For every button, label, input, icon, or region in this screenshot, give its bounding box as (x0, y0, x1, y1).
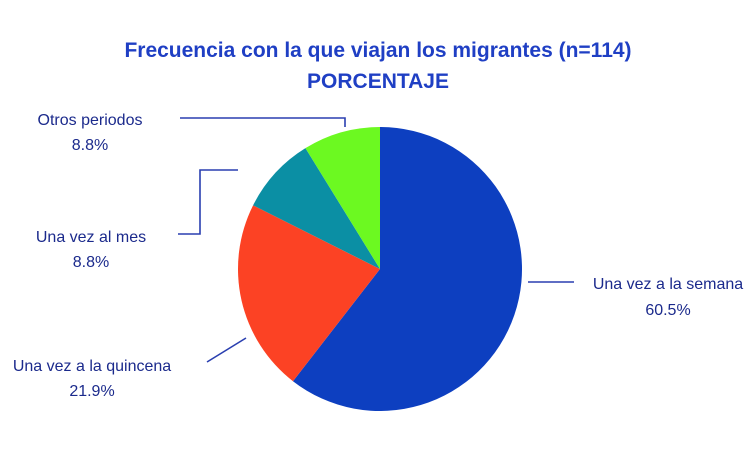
leader-line-quincena (206, 337, 247, 363)
slice-label-mes: Una vez al mes (36, 229, 146, 246)
pie-slice (292, 127, 523, 411)
chart-subtitle: PORCENTAJE (307, 70, 449, 93)
slice-label-otros: Otros periodos (38, 112, 143, 129)
slice-label-quincena: Una vez a la quincena (13, 358, 171, 375)
chart-title: Frecuencia con la que viajan los migrant… (124, 39, 631, 62)
pie-slice (253, 148, 380, 269)
slice-value-semana: 60.5% (645, 302, 690, 319)
slice-label-semana: Una vez a la semana (593, 276, 743, 293)
leader-line-otros (180, 117, 346, 127)
slice-value-mes: 8.8% (73, 254, 109, 271)
pie-slice (305, 127, 380, 269)
leader-line-mes (178, 169, 238, 235)
slice-value-quincena: 21.9% (69, 383, 114, 400)
slice-value-otros: 8.8% (72, 137, 108, 154)
pie-slices (237, 127, 523, 411)
pie-slice (237, 205, 380, 382)
